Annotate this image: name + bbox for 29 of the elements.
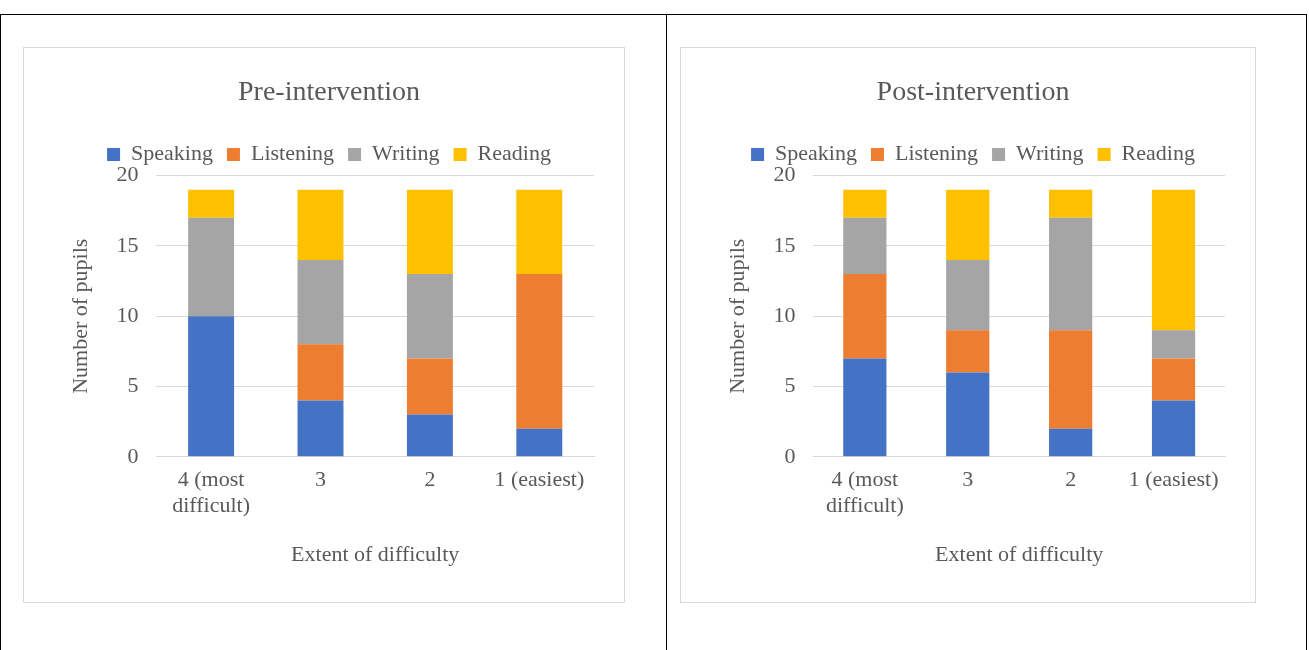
x-tick-label: 1 (easiest) [1128,465,1219,491]
x-tick-label: 4 (most difficult) [172,465,250,518]
legend-label: Writing [1016,140,1084,166]
y-tick-label: 10 [116,301,139,327]
x-tick-label: 2 [424,465,436,491]
y-tick-label: 5 [784,372,796,398]
x-tick-label: 3 [315,465,326,491]
legend-label: Writing [372,140,440,166]
y-tick-label: 0 [127,442,139,468]
x-tick-label: 3 [962,465,974,491]
x-axis-title: Extent of difficulty [935,540,1104,566]
legend-label: Reading [477,140,551,166]
legend-label: Speaking [775,140,857,166]
chart-title: Pre-intervention [238,75,420,107]
y-axis-title: Number of pupils [66,238,92,394]
y-tick-label: 5 [127,372,139,398]
x-tick-label: 2 [1065,465,1077,491]
y-axis-title: Number of pupils [723,238,749,394]
chart-title: Post-intervention [876,75,1070,107]
y-tick-label: 10 [773,301,796,327]
x-tick-label: 4 (most difficult) [825,465,904,518]
y-tick-label: 15 [773,231,796,257]
x-tick-label: 1 (easiest) [494,465,585,491]
legend-label: Listening [250,140,335,166]
y-tick-label: 15 [116,231,139,257]
legend-label: Listening [894,140,979,166]
legend-label: Reading [1121,140,1195,166]
x-axis-title: Extent of difficulty [291,540,460,566]
y-tick-label: 0 [784,442,796,468]
